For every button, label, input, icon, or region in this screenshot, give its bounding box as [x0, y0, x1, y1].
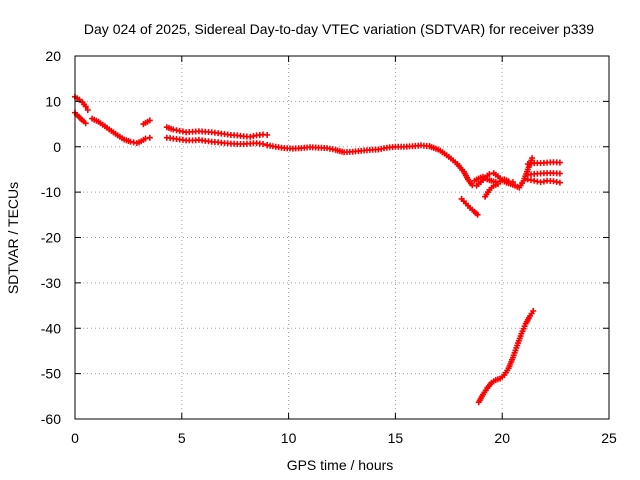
series-p339-e: [163, 124, 271, 140]
data-point: [260, 141, 266, 147]
axis-ticks: 0 5 10 15 20 25 20 10 0 -10 -20 -30 -40 -50 -60: [41, 48, 617, 446]
x-tick-label: 15: [388, 430, 404, 446]
series-p339-g: [264, 142, 433, 156]
y-tick-label: -30: [41, 275, 61, 291]
data-point: [82, 103, 89, 110]
series-p339-b: [72, 109, 89, 127]
x-tick-label: 10: [281, 430, 297, 446]
x-tick-label: 5: [178, 430, 186, 446]
series-p339-i: [471, 173, 516, 186]
data-point: [142, 135, 149, 142]
x-tick-label: 0: [71, 430, 79, 446]
y-tick-label: -50: [41, 366, 61, 382]
y-tick-label: 10: [45, 93, 61, 109]
data-series: [72, 93, 563, 406]
y-tick-label: -60: [41, 411, 61, 427]
series-p339-o: [475, 308, 537, 406]
series-p339-k: [482, 181, 501, 200]
series-p339-m: [524, 159, 563, 167]
x-tick-label: 20: [494, 430, 510, 446]
data-point: [486, 171, 493, 177]
series-p339-f: [163, 134, 271, 148]
series-p339-l: [524, 170, 563, 178]
grid: [75, 56, 609, 419]
data-point: [530, 308, 537, 314]
y-tick-label: -10: [41, 184, 61, 200]
x-tick-label: 25: [601, 430, 617, 446]
data-point: [505, 178, 512, 185]
y-tick-label: 0: [53, 139, 61, 155]
y-tick-label: 20: [45, 48, 61, 64]
chart-title: Day 024 of 2025, Sidereal Day-to-day VTE…: [84, 21, 594, 37]
data-point: [509, 179, 516, 186]
data-point: [556, 170, 563, 177]
data-point: [474, 211, 481, 218]
data-point: [146, 134, 153, 141]
data-point: [556, 159, 563, 166]
series-p339-n: [524, 176, 563, 186]
y-tick-label: -20: [41, 230, 61, 246]
series-p339-c: [89, 115, 153, 147]
series-p339-h: [426, 143, 536, 191]
series-p339-j: [458, 195, 481, 218]
y-tick-label: -40: [41, 320, 61, 336]
data-point: [264, 132, 271, 138]
data-point: [82, 120, 89, 127]
y-axis-label: SDTVAR / TECUs: [5, 182, 21, 294]
series-p339-d: [140, 117, 153, 128]
data-point: [529, 155, 536, 162]
x-axis-label: GPS time / hours: [287, 457, 394, 473]
data-point: [84, 107, 91, 113]
data-point: [556, 179, 563, 186]
data-point: [494, 181, 501, 187]
data-point: [146, 117, 153, 124]
